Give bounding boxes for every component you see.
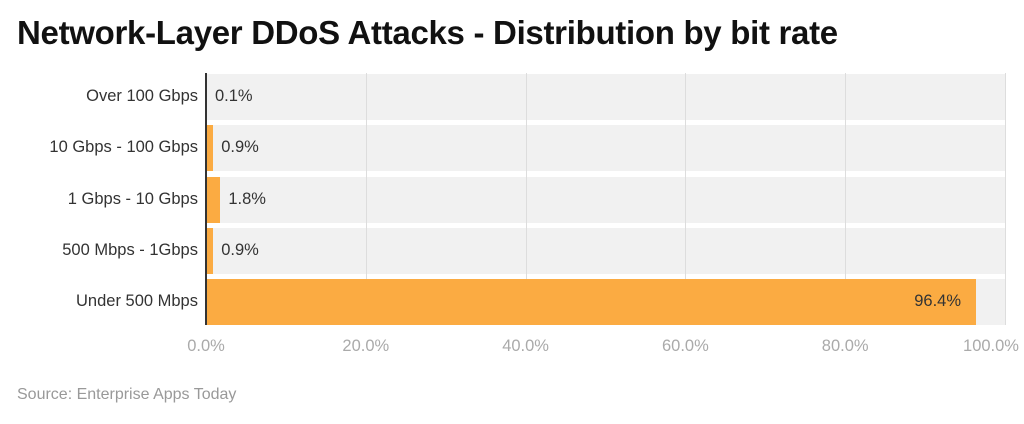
value-label: 0.9% <box>221 138 259 156</box>
x-tick-label: 40.0% <box>502 337 549 355</box>
value-label: 0.9% <box>221 241 259 259</box>
bar <box>206 228 214 274</box>
y-axis-line <box>205 73 207 325</box>
category-label: 10 Gbps - 100 Gbps <box>49 138 198 156</box>
x-tick-label: 0.0% <box>187 337 225 355</box>
row-background <box>206 177 1005 223</box>
category-label: Over 100 Gbps <box>86 87 198 105</box>
gridline <box>1005 73 1006 325</box>
source-note: Source: Enterprise Apps Today <box>17 386 237 403</box>
x-tick-label: 60.0% <box>661 337 709 355</box>
bar <box>206 279 977 325</box>
row-background <box>206 74 1005 120</box>
row-background <box>206 125 1005 171</box>
x-tick-label: 100.0% <box>963 337 1019 355</box>
gridline <box>845 73 846 325</box>
category-label: 500 Mbps - 1Gbps <box>62 241 198 259</box>
x-tick-label: 20.0% <box>342 337 390 355</box>
value-label: 0.1% <box>215 87 253 105</box>
bar <box>206 177 221 223</box>
gridline <box>685 73 686 325</box>
value-label: 96.4% <box>914 292 962 310</box>
plot-area <box>206 73 1006 325</box>
category-label: 1 Gbps - 10 Gbps <box>67 190 198 208</box>
gridline <box>526 73 527 325</box>
value-label: 1.8% <box>228 190 266 208</box>
chart-title: Network-Layer DDoS Attacks - Distributio… <box>17 14 838 51</box>
gridline <box>366 73 367 325</box>
x-tick-label: 80.0% <box>821 337 869 355</box>
row-background <box>206 228 1005 274</box>
bar <box>206 125 214 171</box>
category-label: Under 500 Mbps <box>76 292 198 310</box>
